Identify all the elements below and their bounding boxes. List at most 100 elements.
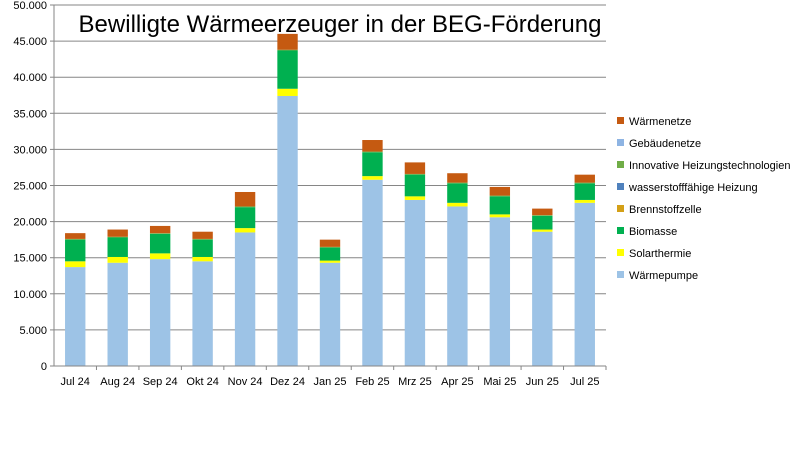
legend-swatch — [617, 161, 624, 168]
bar-segment — [574, 182, 595, 184]
bar-segment — [234, 191, 256, 207]
x-tick-label: Mai 25 — [483, 376, 516, 388]
bar-segment — [277, 88, 298, 96]
bar-segment — [362, 176, 383, 180]
bar-segment — [149, 259, 171, 366]
bar-segment — [404, 162, 426, 174]
bar-segment — [277, 50, 298, 89]
bar-segment — [532, 215, 553, 230]
legend-swatch — [617, 205, 624, 212]
y-tick-label: 25.000 — [13, 181, 47, 193]
y-tick-label: 40.000 — [13, 72, 47, 84]
y-tick-label: 35.000 — [13, 108, 47, 120]
bar-segment — [234, 228, 256, 233]
bar-segment — [234, 206, 256, 208]
bar-segment — [149, 233, 171, 254]
bar-segment — [489, 195, 511, 197]
legend-swatch — [617, 249, 624, 256]
bar-segment — [447, 206, 468, 366]
legend-swatch — [617, 183, 624, 190]
bar-segment — [192, 261, 213, 366]
bar-segment — [532, 229, 553, 232]
x-tick-label: Jun 25 — [526, 376, 559, 388]
x-tick-label: Sep 24 — [143, 376, 178, 388]
legend-swatch — [617, 227, 624, 234]
y-tick-label: 30.000 — [13, 144, 47, 156]
x-tick-label: Nov 24 — [228, 376, 263, 388]
bar-segment — [107, 262, 128, 366]
x-tick-label: Mrz 25 — [398, 376, 432, 388]
x-tick-label: Apr 25 — [441, 376, 473, 388]
bar-segment — [574, 174, 595, 183]
bar-segment — [65, 261, 86, 268]
bar-segment — [404, 199, 426, 366]
bar-segment — [149, 225, 171, 234]
x-tick-label: Feb 25 — [355, 376, 389, 388]
legend-label: Brennstoffzelle — [629, 204, 702, 216]
bar-segment — [362, 152, 383, 177]
legend-swatch — [617, 271, 624, 278]
bar-segment — [149, 233, 171, 234]
bar-segment — [447, 173, 468, 183]
bar-segment — [192, 256, 213, 262]
bar-segment — [234, 232, 256, 366]
bar-segment — [319, 239, 341, 247]
bar-segment — [447, 202, 468, 207]
legend-label: Wärmenetze — [629, 116, 691, 128]
bar-segment — [319, 260, 341, 263]
x-tick-label: Okt 24 — [186, 376, 218, 388]
bar-segment — [107, 229, 128, 237]
bar-segment — [532, 215, 553, 216]
bar-segment — [107, 236, 128, 238]
bar-segment — [447, 183, 468, 203]
legend-label: Innovative Heizungstechnologien — [629, 160, 790, 172]
legend-swatch — [617, 139, 624, 146]
bar-segment — [489, 214, 511, 218]
bar-segment — [574, 183, 595, 200]
bar-segment — [65, 267, 86, 366]
bar-segment — [192, 231, 213, 239]
bar-segment — [404, 173, 426, 175]
bar-segment — [319, 247, 341, 261]
legend-label: Wärmepumpe — [629, 270, 698, 282]
legend-label: Solarthermie — [629, 248, 691, 260]
bar-segment — [277, 95, 298, 367]
y-tick-label: 5.000 — [19, 325, 47, 337]
y-tick-label: 15.000 — [13, 253, 47, 265]
bar-segment — [404, 174, 426, 197]
x-tick-label: Jan 25 — [313, 376, 346, 388]
bar-segment — [65, 239, 86, 262]
bar-segment — [532, 208, 553, 216]
bar-segment — [277, 49, 298, 51]
x-tick-labels: Jul 24 Aug 24 Sep 24 Okt 24 Nov 24 Dez 24 Jan … — [61, 366, 607, 388]
legend-label: Biomasse — [629, 226, 677, 238]
x-tick-label: Jul 24 — [61, 376, 90, 388]
bar-segment — [489, 186, 511, 196]
grid-lines — [54, 4, 606, 331]
chart-title: Bewilligte Wärmeerzeuger in der BEG-Förd… — [79, 11, 602, 38]
bars-group — [65, 33, 595, 367]
y-tick-label: 0 — [41, 361, 47, 373]
bar-segment — [574, 202, 595, 366]
bar-segment — [234, 207, 256, 229]
x-tick-label: Aug 24 — [100, 376, 135, 388]
bar-segment — [532, 231, 553, 366]
bar-segment — [362, 179, 383, 366]
bar-segment — [489, 217, 511, 366]
legend-label: Gebäudenetze — [629, 138, 701, 150]
y-tick-label: 20.000 — [13, 217, 47, 229]
y-tick-label: 50.000 — [13, 0, 47, 12]
bar-segment — [362, 151, 383, 153]
y-tick-label: 10.000 — [13, 289, 47, 301]
bar-segment — [107, 256, 128, 263]
bar-segment — [362, 140, 383, 152]
legend: Wärmenetze Gebäudenetze Innovative Heizung… — [617, 116, 790, 282]
bar-segment — [447, 182, 468, 184]
bar-segment — [192, 238, 213, 240]
bar-segment — [277, 33, 298, 50]
bar-segment — [319, 246, 341, 248]
bar-segment — [149, 253, 171, 260]
bar-segment — [107, 237, 128, 257]
legend-swatch — [617, 117, 624, 124]
